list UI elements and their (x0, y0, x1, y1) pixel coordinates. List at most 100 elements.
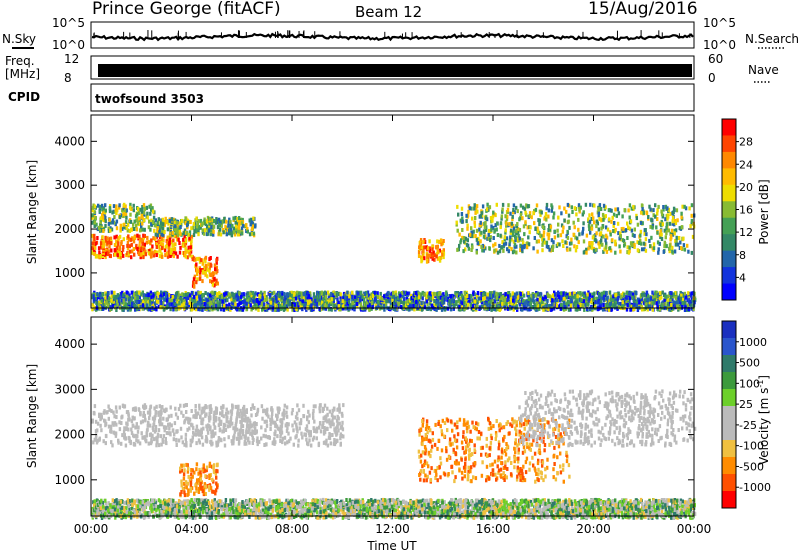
echo-cell (645, 237, 647, 241)
echo-cell (461, 207, 463, 211)
echo-cell (250, 303, 252, 307)
echo-cell (565, 210, 567, 214)
echo-cell (494, 300, 496, 304)
echo-cell (620, 234, 622, 238)
echo-cell (360, 303, 362, 307)
echo-cell (582, 221, 584, 225)
echo-cell (585, 203, 587, 207)
echo-cell (617, 207, 619, 211)
echo-cell (563, 297, 565, 301)
echo-cell (224, 225, 226, 229)
echo-cell (546, 203, 548, 207)
echo-cell (518, 217, 520, 221)
echo-cell (457, 229, 459, 233)
echo-cell (591, 212, 593, 216)
freq-left-tick-top: 12 (64, 52, 79, 66)
echo-cell (564, 240, 566, 244)
echo-cell (663, 250, 665, 254)
echo-cell (548, 294, 550, 298)
echo-cell (497, 233, 499, 237)
echo-cell (539, 292, 541, 296)
echo-cell (506, 236, 508, 240)
echo-cell (162, 218, 164, 222)
echo-cell (554, 235, 556, 239)
echo-cell (392, 291, 394, 295)
echo-cell (643, 294, 645, 298)
echo-cell (598, 228, 600, 232)
cpid-value: twofsound 3503 (95, 92, 204, 106)
echo-cell (492, 211, 494, 215)
echo-cell (136, 234, 138, 238)
echo-cell (623, 244, 625, 248)
echo-cell (589, 203, 591, 207)
echo-cell (457, 213, 459, 217)
echo-cell (504, 292, 506, 296)
echo-cell (193, 285, 195, 289)
echo-cell (191, 291, 193, 295)
echo-cell (137, 221, 139, 225)
echo-cell (558, 243, 560, 247)
echo-cell (488, 229, 490, 233)
echo-cell (190, 226, 192, 230)
echo-cell (453, 304, 455, 308)
echo-cell (204, 291, 206, 295)
echo-cell (96, 254, 98, 258)
echo-cell (548, 236, 550, 240)
echo-cell (221, 295, 223, 299)
echo-cell (678, 236, 680, 240)
echo-cell (126, 226, 128, 230)
echo-cell (231, 233, 233, 237)
echo-cell (560, 291, 562, 295)
echo-cell (109, 229, 111, 233)
echo-cell (670, 295, 672, 299)
echo-cell (181, 219, 183, 223)
echo-cell (573, 221, 575, 225)
echo-cell (594, 238, 596, 242)
echo-cell (485, 216, 487, 220)
echo-cell (546, 206, 548, 210)
echo-cell (671, 229, 673, 233)
echo-cell (617, 222, 619, 226)
echo-cell (530, 302, 532, 306)
echo-cell (445, 296, 447, 300)
echo-cell (500, 225, 502, 229)
echo-cell (691, 219, 693, 223)
echo-cell (192, 257, 194, 261)
echo-cell (666, 206, 668, 210)
echo-cell (558, 205, 560, 209)
echo-cell (104, 203, 106, 207)
echo-cell (183, 293, 185, 297)
echo-cell (645, 211, 647, 215)
echo-cell (101, 235, 103, 239)
echo-cell (661, 237, 663, 241)
echo-cell (474, 300, 476, 304)
echo-cell (436, 292, 438, 296)
echo-cell (552, 240, 554, 244)
echo-cell (442, 239, 444, 243)
echo-cell (247, 292, 249, 296)
echo-cell (691, 291, 693, 295)
echo-cell (650, 218, 652, 222)
echo-cell (148, 220, 150, 224)
echo-cell (440, 238, 442, 242)
echo-cell (536, 203, 538, 207)
echo-cell (94, 216, 96, 220)
echo-cell (617, 297, 619, 301)
echo-cell (222, 300, 224, 304)
echo-cell (505, 228, 507, 232)
echo-cell (160, 242, 162, 246)
echo-cell (490, 228, 492, 232)
echo-cell (610, 220, 612, 224)
echo-cell (560, 211, 562, 215)
beam-label: Beam 12 (355, 3, 422, 21)
echo-cell (681, 301, 683, 305)
echo-cell (116, 226, 118, 230)
echo-cell (169, 219, 171, 223)
echo-cell (469, 206, 471, 210)
echo-cell (562, 230, 564, 234)
echo-cell (216, 300, 218, 304)
power-echo-layer (91, 203, 696, 312)
echo-cell (165, 217, 167, 221)
echo-cell (493, 236, 495, 240)
echo-cell (93, 298, 95, 302)
